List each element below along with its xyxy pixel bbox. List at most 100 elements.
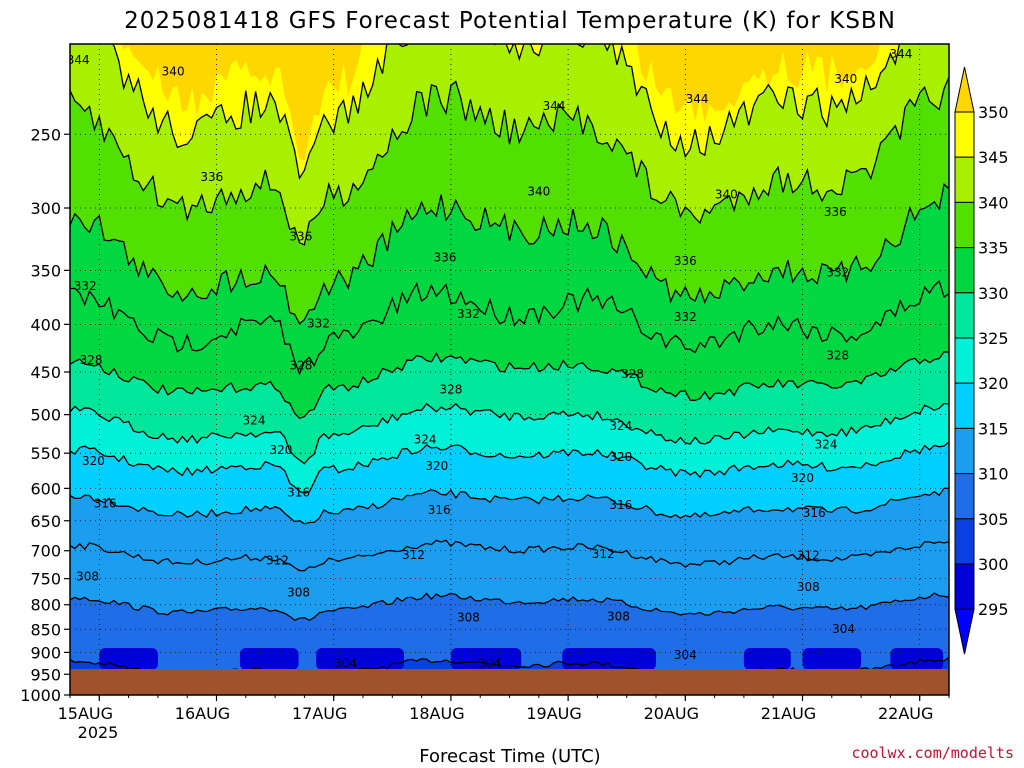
colorbar-box — [954, 518, 975, 565]
y-tick-label: 350 — [30, 261, 61, 280]
x-tick-label: 20AUG — [644, 704, 699, 723]
contour-label-340: 340 — [527, 184, 550, 198]
credit-link[interactable]: coolwx.com/modelts — [851, 744, 1014, 762]
colorbar-label: 310 — [978, 465, 1009, 484]
contour-308 — [70, 592, 949, 622]
contour-label-344: 344 — [889, 47, 912, 61]
colorbar-label: 325 — [978, 329, 1009, 348]
colorbar-label: 320 — [978, 374, 1009, 393]
colorbar-box — [954, 382, 975, 429]
contour-label-336: 336 — [824, 205, 847, 219]
contour-label-304: 304 — [832, 622, 855, 636]
y-tick-label: 950 — [30, 665, 61, 684]
colorbar-box — [954, 247, 975, 294]
grid-lines — [70, 44, 949, 695]
colorbar-box — [954, 292, 975, 339]
contour-label-304: 304 — [674, 648, 697, 662]
contour-label-308: 308 — [797, 580, 820, 594]
colorbar-label: 345 — [978, 148, 1009, 167]
contour-label-336: 336 — [289, 230, 312, 244]
y-tick-label: 250 — [30, 125, 61, 144]
contour-label-336: 336 — [674, 254, 697, 268]
contour-label-320: 320 — [609, 450, 632, 464]
x-tick-label: 19AUG — [526, 704, 581, 723]
y-tick-label: 550 — [30, 444, 61, 463]
colorbar-box — [954, 427, 975, 475]
y-tick-label: 400 — [30, 315, 61, 334]
cold-pool-0 — [99, 648, 158, 670]
color-filled-bands — [70, 44, 949, 695]
x-axis: 15AUG 16AUG 17AUG 18AUG 19AUG 20AUG 21AUG 22AUG — [58, 695, 950, 723]
cold-pool-3 — [450, 648, 522, 670]
contour-label-312: 312 — [592, 547, 615, 561]
contour-label-332: 332 — [457, 307, 480, 321]
contour-label-324: 324 — [414, 433, 437, 447]
contour-label-308: 308 — [457, 611, 480, 625]
contour-320 — [70, 441, 949, 494]
y-axis: 250 300 350 400 450 500 550 600 650 700 750 800 850 9… — [20, 125, 70, 705]
y-tick-label: 900 — [30, 643, 61, 662]
contour-label-336: 336 — [434, 250, 457, 264]
x-tick-label: 15AUG — [58, 704, 113, 723]
contour-label-316: 316 — [287, 485, 310, 499]
colorbar-box — [954, 111, 975, 158]
contour-332 — [70, 279, 949, 376]
y-tick-label: 700 — [30, 542, 61, 561]
colorbar-label: 305 — [978, 510, 1009, 529]
contour-label-308: 308 — [76, 569, 99, 583]
contour-label-316: 316 — [803, 506, 826, 520]
contour-label-332: 332 — [307, 316, 330, 330]
contour-label-344: 344 — [67, 53, 90, 67]
colorbar-bottom-arrow — [954, 608, 975, 655]
x-tick-label: 22AUG — [878, 704, 933, 723]
y-tick-label: 300 — [30, 199, 61, 218]
colorbar-box — [954, 473, 975, 520]
contour-label-304: 304 — [334, 656, 357, 670]
colorbar-label: 350 — [978, 103, 1009, 122]
colorbar-box — [954, 156, 975, 203]
contour-label-340: 340 — [162, 64, 185, 78]
x-axis-title: Forecast Time (UTC) — [419, 746, 600, 767]
y-tick-label: 450 — [30, 363, 61, 382]
y-tick-label: 1000 — [20, 686, 61, 705]
contour-label-316: 316 — [428, 503, 451, 517]
contour-label-324: 324 — [243, 413, 266, 427]
x-tick-label: 18AUG — [409, 704, 464, 723]
plot-area: 344 344 344 344 340 340 340 340 336 336 336 336 336 3… — [67, 44, 949, 695]
contour-label-312: 312 — [797, 548, 820, 562]
contour-label-304: 304 — [478, 656, 501, 670]
contour-label-328: 328 — [439, 383, 462, 397]
x-tick-label: 21AUG — [761, 704, 816, 723]
x-year-label: 2025 — [78, 723, 119, 742]
cold-pool-4 — [562, 648, 656, 670]
colorbar-top-arrow — [954, 66, 975, 113]
contour-label-332: 332 — [826, 266, 849, 280]
contour-label-340: 340 — [715, 187, 738, 201]
x-tick-label: 17AUG — [292, 704, 347, 723]
colorbar-box — [954, 563, 975, 610]
y-tick-label: 500 — [30, 406, 61, 425]
colorbar: 350 345 340 335 330 325 320 315 310 305 300 295 — [954, 66, 1009, 655]
cold-pool-6 — [802, 648, 862, 670]
contour-label-344: 344 — [543, 99, 566, 113]
contour-label-328: 328 — [826, 349, 849, 363]
colorbar-label: 335 — [978, 239, 1009, 258]
contour-label-340: 340 — [834, 72, 857, 86]
contour-labels: 344 344 344 344 340 340 340 340 336 336 336 336 336 3… — [67, 47, 912, 670]
cold-pool-2 — [316, 648, 405, 670]
colorbar-label: 300 — [978, 555, 1009, 574]
cold-pool-7 — [890, 648, 944, 670]
contour-label-308: 308 — [287, 585, 310, 599]
ground-surface — [70, 669, 949, 695]
y-tick-label: 650 — [30, 512, 61, 531]
contour-label-324: 324 — [609, 419, 632, 433]
y-tick-label: 600 — [30, 479, 61, 498]
contour-344 — [111, 44, 901, 180]
contour-label-320: 320 — [791, 471, 814, 485]
contour-label-328: 328 — [80, 353, 103, 367]
contour-label-320: 320 — [425, 459, 448, 473]
contour-label-344: 344 — [686, 92, 709, 106]
contour-label-328: 328 — [289, 359, 312, 373]
contour-label-328: 328 — [621, 367, 644, 381]
